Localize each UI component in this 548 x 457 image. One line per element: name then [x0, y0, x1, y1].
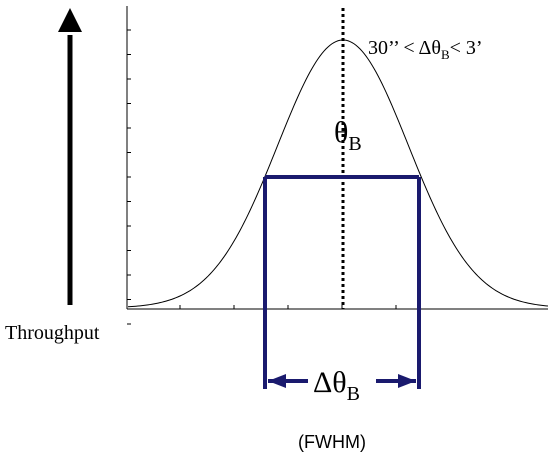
center-theta-label: θB [334, 116, 362, 155]
width-label: ΔθB [313, 366, 360, 405]
range-label: 30’’ < ΔθB< 3’ [368, 37, 483, 62]
plot-frame [126, 6, 548, 325]
throughput-arrow [58, 8, 82, 305]
throughput-label: Throughput [5, 322, 100, 344]
bottom-axis-ticks [179, 305, 397, 309]
fwhm-box [263, 175, 421, 389]
gaussian-curve [127, 39, 548, 308]
fwhm-label: (FWHM) [298, 432, 366, 452]
width-arrow [268, 374, 416, 388]
left-axis-ticks [127, 29, 131, 325]
